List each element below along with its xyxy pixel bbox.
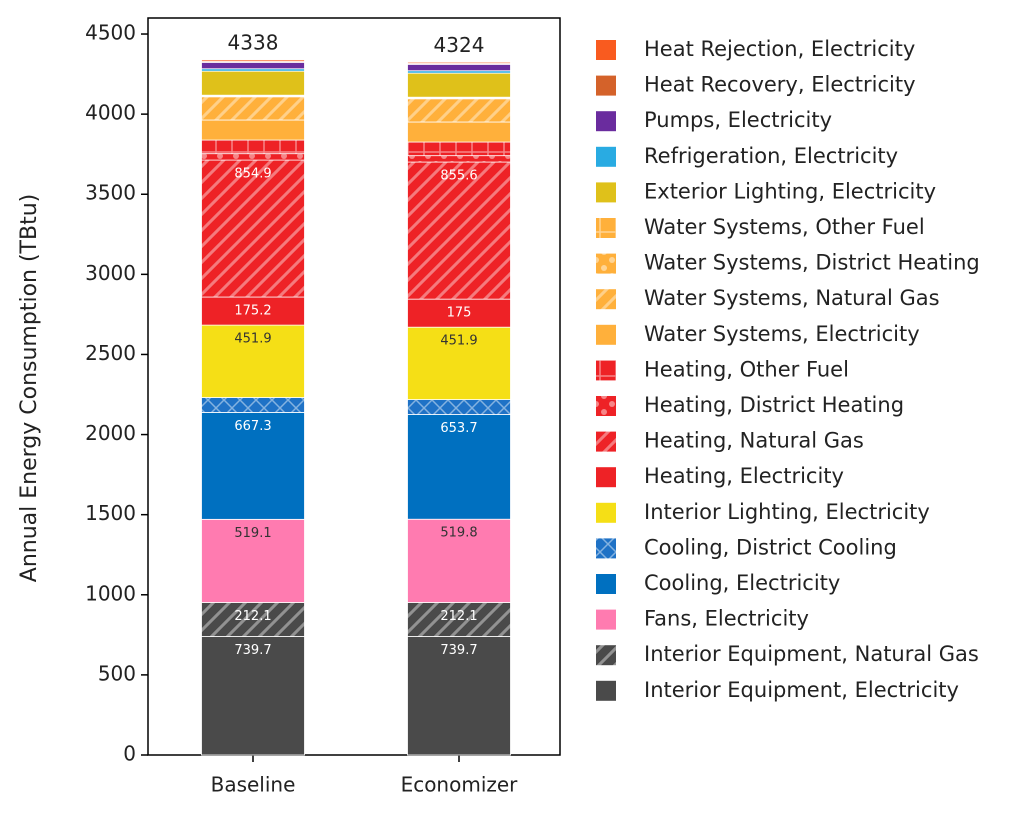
y-tick-label: 500	[98, 661, 136, 685]
legend-swatch	[596, 467, 616, 488]
legend-label: Heat Rejection, Electricity	[644, 37, 915, 61]
legend-swatch	[596, 609, 616, 630]
data-label: 451.9	[234, 332, 271, 347]
bar-segment	[407, 72, 511, 98]
legend-swatch	[596, 680, 616, 701]
total-label: 4324	[434, 33, 485, 57]
bar-segment	[201, 636, 305, 756]
y-tick-label: 2000	[85, 421, 136, 445]
bar-segment	[201, 518, 305, 603]
y-tick-label: 1500	[85, 501, 136, 525]
legend-label: Exterior Lighting, Electricity	[644, 179, 936, 203]
legend-swatch	[596, 324, 616, 345]
bar-segment	[201, 397, 305, 413]
legend-label: Water Systems, Other Fuel	[644, 215, 925, 239]
legend-swatch	[596, 538, 616, 559]
legend-label: Water Systems, Natural Gas	[644, 286, 940, 310]
legend-swatch	[596, 182, 616, 203]
legend-swatch	[596, 111, 616, 132]
legend-swatch	[596, 218, 616, 238]
legend-label: Heating, Electricity	[644, 464, 844, 488]
bar-segment	[407, 518, 511, 603]
bar-segment	[407, 602, 511, 637]
bar-segment	[407, 414, 511, 520]
total-label: 4338	[228, 30, 279, 54]
legend-label: Interior Equipment, Electricity	[644, 678, 959, 702]
y-tick-label: 4000	[85, 101, 136, 125]
bar-segment	[407, 636, 511, 756]
bar-segment	[201, 119, 305, 141]
bar-segment	[407, 326, 511, 400]
x-tick-label: Baseline	[211, 773, 296, 797]
y-tick-label: 1000	[85, 581, 136, 605]
bar-segment	[407, 155, 511, 163]
bar-segment	[407, 298, 511, 328]
bar-segment	[201, 324, 305, 398]
legend-label: Cooling, Electricity	[644, 571, 840, 595]
data-label: 667.3	[234, 419, 271, 434]
legend-label: Heating, Other Fuel	[644, 357, 849, 381]
data-label: 653.7	[440, 421, 477, 436]
legend-label: Fans, Electricity	[644, 607, 809, 631]
bar-segment	[201, 412, 305, 520]
data-label: 739.7	[234, 643, 271, 658]
y-tick-label: 3000	[85, 261, 136, 285]
bar-segment	[201, 602, 305, 637]
bar-segment	[201, 96, 305, 121]
bar-segment	[201, 59, 305, 62]
bar-segment	[407, 98, 511, 123]
legend-swatch	[596, 146, 616, 167]
legend-swatch	[596, 40, 616, 60]
data-label: 212.1	[440, 609, 477, 624]
bar-segment	[407, 161, 511, 300]
legend-swatch	[596, 502, 616, 523]
legend-label: Heating, District Heating	[644, 393, 904, 417]
legend-label: Heating, Natural Gas	[644, 429, 864, 453]
plot-frame	[147, 17, 561, 756]
bar-segment	[201, 153, 305, 161]
y-tick-label: 3500	[85, 181, 136, 205]
legend-label: Cooling, District Cooling	[644, 535, 897, 559]
data-label: 212.1	[234, 609, 271, 624]
legend-swatch	[596, 75, 616, 96]
legend-label: Water Systems, District Heating	[644, 251, 980, 275]
legend-label: Refrigeration, Electricity	[644, 144, 898, 168]
x-tick-label: Economizer	[401, 773, 519, 797]
legend-label: Interior Lighting, Electricity	[644, 500, 930, 524]
legend-swatch	[596, 645, 616, 666]
legend-swatch	[596, 574, 616, 594]
bar-segment	[201, 139, 305, 155]
legend-label: Pumps, Electricity	[644, 108, 832, 132]
bar-segment	[407, 63, 511, 72]
bar-segment	[407, 61, 511, 64]
y-axis-title: Annual Energy Consumption (TBtu)	[17, 194, 42, 582]
bar-segment	[201, 61, 305, 70]
legend-swatch	[596, 396, 616, 416]
data-label: 519.1	[234, 526, 271, 541]
bar-segment	[407, 141, 511, 157]
legend-swatch	[596, 289, 616, 310]
legend-swatch	[596, 253, 616, 274]
data-label: 175	[447, 306, 472, 321]
legend-label: Water Systems, Electricity	[644, 322, 920, 346]
bar-segment	[201, 159, 305, 298]
bar-segment	[407, 121, 511, 143]
bar-segment	[201, 70, 305, 96]
y-tick-label: 4500	[85, 21, 136, 45]
data-label: 854.9	[234, 167, 271, 182]
legend-label: Interior Equipment, Natural Gas	[644, 642, 979, 666]
data-label: 855.6	[440, 169, 477, 184]
legend-swatch	[596, 431, 616, 452]
data-label: 451.9	[440, 334, 477, 349]
bar-segment	[407, 399, 511, 415]
legend-label: Heat Recovery, Electricity	[644, 73, 916, 97]
y-tick-label: 0	[123, 742, 136, 766]
data-label: 739.7	[440, 643, 477, 658]
data-label: 519.8	[440, 526, 477, 541]
y-tick-label: 2500	[85, 341, 136, 365]
legend-swatch	[596, 360, 616, 381]
data-label: 175.2	[234, 304, 271, 319]
